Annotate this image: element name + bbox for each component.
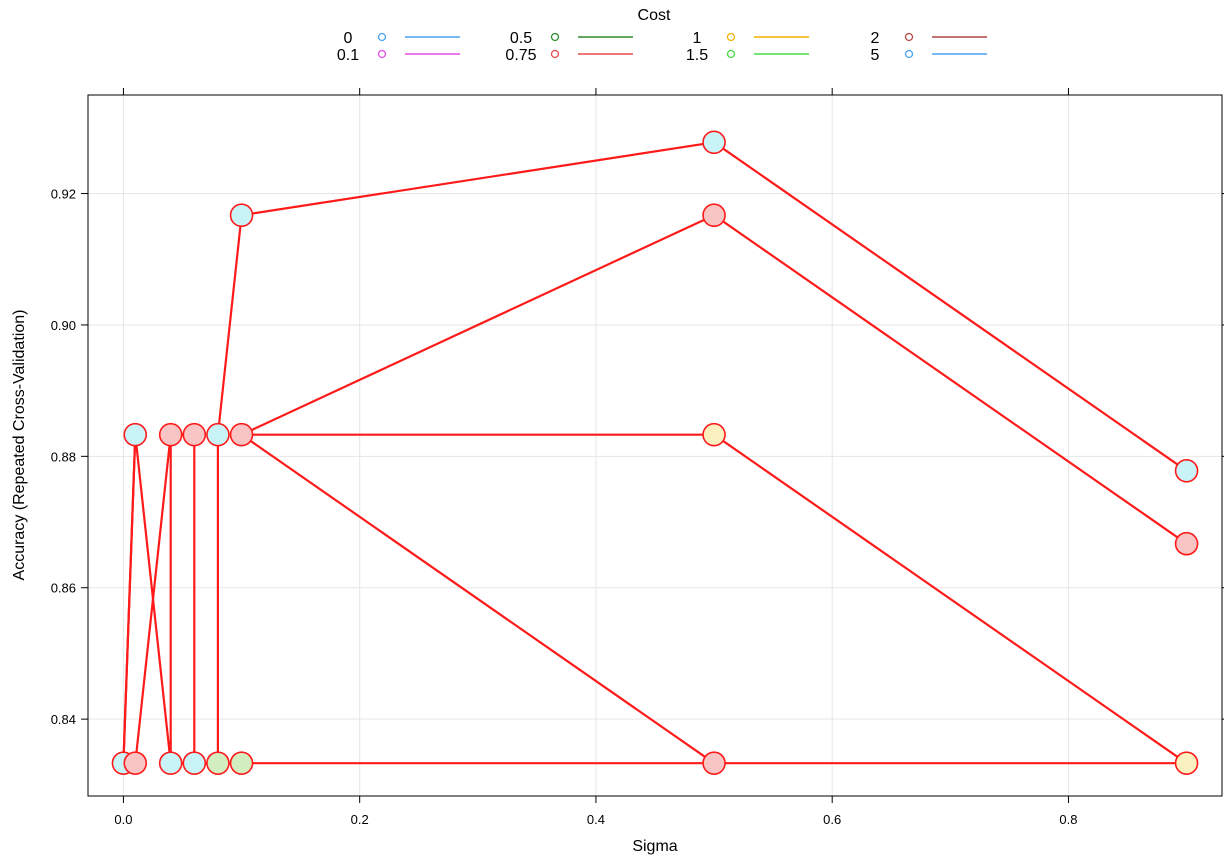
data-point <box>229 422 254 447</box>
y-tick-label: 0.92 <box>51 187 76 202</box>
x-axis-label: Sigma <box>632 838 677 855</box>
legend-marker <box>377 49 387 59</box>
legend-marker <box>550 32 560 42</box>
y-tick-label: 0.90 <box>51 318 76 333</box>
data-point <box>123 422 148 447</box>
series-lines <box>122 141 1188 765</box>
legend-marker <box>726 49 736 59</box>
x-tick-label: 0.0 <box>114 812 132 827</box>
legend-label: 0 <box>344 30 353 47</box>
series-line <box>122 434 137 764</box>
legend-marker <box>550 49 560 59</box>
data-point <box>702 422 726 447</box>
x-tick-label: 0.4 <box>587 812 605 827</box>
series-line <box>240 433 715 765</box>
legend-label: 0.75 <box>505 47 536 64</box>
data-point <box>182 751 207 775</box>
data-point <box>158 751 183 775</box>
y-tick-label: 0.84 <box>51 712 76 727</box>
data-point <box>206 751 230 775</box>
legend-marker <box>377 32 387 42</box>
legend-label: 1 <box>693 30 702 47</box>
x-axis: 0.0 0.2 0.4 0.6 0.8 <box>114 88 1077 827</box>
data-point <box>229 751 254 775</box>
series-line <box>241 433 1188 765</box>
legend-label: 0.5 <box>510 30 532 47</box>
x-tick-label: 0.8 <box>1059 812 1077 827</box>
legend-label: 1.5 <box>686 47 708 64</box>
legend-label: 5 <box>871 47 880 64</box>
series-line <box>122 141 1188 765</box>
y-axis-label: Accuracy (Repeated Cross-Validation) <box>11 310 28 581</box>
data-point <box>1174 531 1199 556</box>
legend-label: 0.1 <box>337 47 359 64</box>
data-point <box>158 422 183 447</box>
grid <box>88 95 1222 796</box>
data-point <box>702 203 726 228</box>
x-tick-label: 0.6 <box>823 812 841 827</box>
legend-label: 2 <box>871 30 880 47</box>
data-point <box>1174 458 1199 483</box>
y-axis: 0.84 0.86 0.88 0.90 0.92 <box>51 187 1224 727</box>
legend-marker <box>726 32 736 42</box>
data-point <box>1174 751 1199 775</box>
y-tick-label: 0.86 <box>51 581 76 596</box>
x-tick-label: 0.2 <box>351 812 369 827</box>
plot-frame <box>87 94 1223 797</box>
legend-marker <box>904 32 914 42</box>
data-point <box>206 422 230 447</box>
data-point <box>702 130 726 155</box>
series-line <box>241 214 1188 545</box>
data-point <box>702 751 726 775</box>
data-point <box>229 203 254 228</box>
y-tick-label: 0.88 <box>51 449 76 464</box>
legend-marker <box>904 49 914 59</box>
series-points <box>111 130 1199 775</box>
legend: Cost 00.1 0.50.75 11.5 25 <box>337 7 987 64</box>
legend-title: Cost <box>638 7 671 24</box>
data-point <box>182 422 207 447</box>
data-point <box>123 751 148 775</box>
series-line <box>134 434 172 764</box>
